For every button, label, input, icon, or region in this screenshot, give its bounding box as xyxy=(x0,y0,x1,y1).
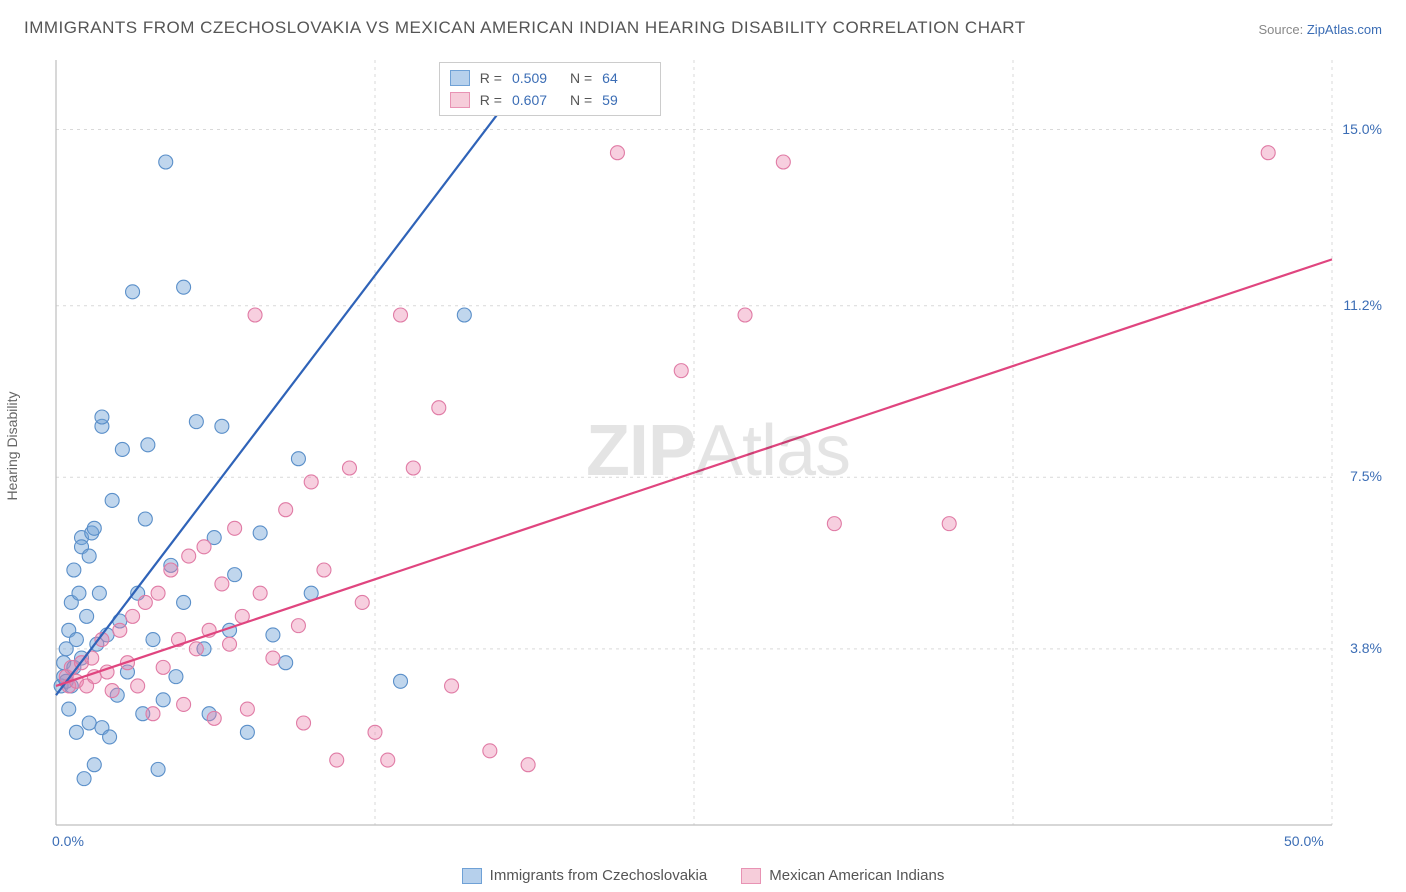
x-tick-label: 50.0% xyxy=(1284,833,1324,849)
legend-n-label: N = xyxy=(570,70,592,86)
y-tick-label: 11.2% xyxy=(1343,297,1382,313)
legend-row: R = 0.509 N = 64 xyxy=(450,67,650,89)
legend-swatch xyxy=(741,868,761,884)
legend-r-label: R = xyxy=(480,92,502,108)
chart-area: ZIPAtlas R =0.509N =64R =0.607N =59 3.8%… xyxy=(50,52,1386,857)
legend-r-label: R = xyxy=(480,70,502,86)
legend-row: R = 0.607 N = 59 xyxy=(450,89,650,111)
series-label: Immigrants from Czechoslovakia xyxy=(490,867,708,884)
y-tick-label: 7.5% xyxy=(1350,468,1382,484)
legend-swatch xyxy=(450,92,470,108)
y-tick-label: 15.0% xyxy=(1342,121,1382,137)
series-legend-item: Mexican American Indians xyxy=(741,867,944,884)
legend-n-label: N = xyxy=(570,92,592,108)
legend-swatch xyxy=(462,868,482,884)
y-axis-label: Hearing Disability xyxy=(4,392,20,501)
source-link[interactable]: ZipAtlas.com xyxy=(1307,22,1382,37)
scatter-plot xyxy=(50,52,1386,857)
series-label: Mexican American Indians xyxy=(769,867,944,884)
chart-title: IMMIGRANTS FROM CZECHOSLOVAKIA VS MEXICA… xyxy=(24,18,1026,38)
legend-n-value: 64 xyxy=(602,70,650,86)
legend-swatch xyxy=(450,70,470,86)
legend-n-value: 59 xyxy=(602,92,650,108)
x-tick-label: 0.0% xyxy=(52,833,84,849)
series-legend-item: Immigrants from Czechoslovakia xyxy=(462,867,708,884)
legend-r-value: 0.509 xyxy=(512,70,560,86)
series-legend: Immigrants from Czechoslovakia Mexican Am… xyxy=(0,867,1406,884)
correlation-legend: R = 0.509 N = 64 R = 0.607 N = 59 xyxy=(439,62,661,116)
legend-r-value: 0.607 xyxy=(512,92,560,108)
source-attribution: Source: ZipAtlas.com xyxy=(1258,22,1382,37)
y-tick-label: 3.8% xyxy=(1350,640,1382,656)
source-prefix: Source: xyxy=(1258,22,1306,37)
